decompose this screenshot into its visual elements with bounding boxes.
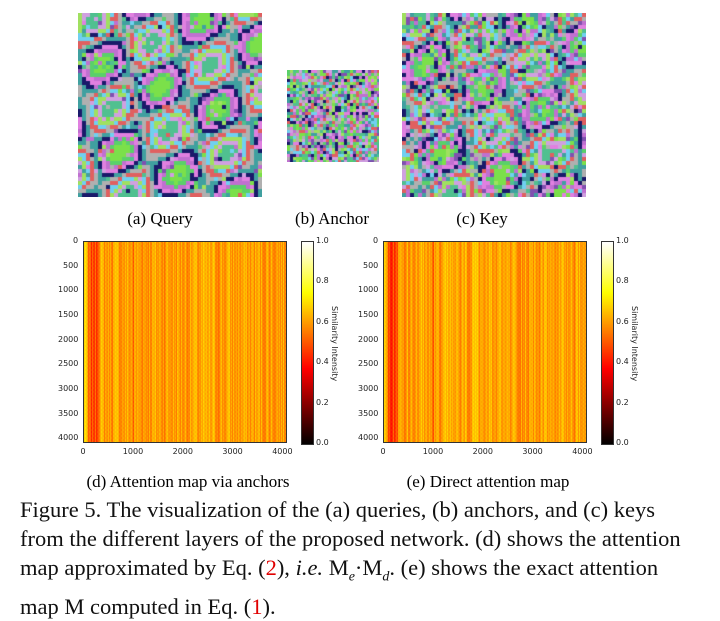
y-tick-label: 3000 xyxy=(358,383,379,393)
x-tick-label: 1000 xyxy=(422,447,444,456)
x-tick-label: 4000 xyxy=(572,447,593,456)
subcaption-a: (a) Query xyxy=(127,209,193,228)
x-tick-label: 1000 xyxy=(122,447,144,456)
y-tick-label: 500 xyxy=(363,260,379,270)
y-tick-label: 2000 xyxy=(58,334,79,344)
colorbar xyxy=(601,241,614,445)
y-tick-label: 0 xyxy=(373,236,379,245)
colorbar-tick-label: 0.0 xyxy=(316,438,329,447)
y-tick-label: 3500 xyxy=(358,408,379,418)
eq-ref-1[interactable]: 1 xyxy=(251,593,263,619)
subcaption-c: (c) Key xyxy=(456,209,508,228)
subcaption-b: (b) Anchor xyxy=(294,209,370,228)
y-tick-label: 1500 xyxy=(358,309,379,319)
y-tick-label: 2500 xyxy=(358,359,379,369)
plot-frame xyxy=(83,241,287,443)
y-tick-label: 1000 xyxy=(358,285,379,295)
y-tick-label: 500 xyxy=(63,260,79,270)
x-tick-label: 4000 xyxy=(272,447,293,456)
y-tick-label: 2500 xyxy=(58,359,79,369)
x-tick-label: 3000 xyxy=(222,447,243,456)
colorbar-tick-label: 0.0 xyxy=(616,438,629,447)
y-tick-label: 3500 xyxy=(58,408,79,418)
x-tick-label: 0 xyxy=(80,447,86,456)
query-image xyxy=(78,13,262,197)
figure-caption: Figure 5. The visualization of the (a) q… xyxy=(20,497,681,619)
y-tick-label: 1500 xyxy=(58,309,79,319)
eq-ref-2[interactable]: 2 xyxy=(265,555,277,580)
colorbar-label: Similarity Intensity xyxy=(630,306,639,382)
x-tick-label: 2000 xyxy=(172,447,193,456)
heatmap-cells xyxy=(83,241,287,443)
y-tick-label: 2000 xyxy=(358,334,379,344)
colorbar-tick-label: 0.2 xyxy=(316,397,329,407)
colorbar-tick-label: 0.4 xyxy=(316,357,329,367)
x-tick-label: 3000 xyxy=(522,447,543,456)
heatmap-cells xyxy=(383,241,587,443)
colorbar-tick-label: 0.8 xyxy=(616,276,629,286)
plot-frame xyxy=(383,241,587,443)
y-tick-label: 1000 xyxy=(58,285,79,295)
x-tick-label: 0 xyxy=(380,447,386,456)
colorbar-tick-label: 0.4 xyxy=(616,357,629,367)
colorbar-tick-label: 0.2 xyxy=(616,397,629,407)
colorbar-tick-label: 0.6 xyxy=(316,316,329,326)
colorbar-label: Similarity Intensity xyxy=(330,306,339,382)
y-tick-label: 4000 xyxy=(358,433,379,443)
y-tick-label: 3000 xyxy=(58,383,79,393)
colorbar-tick-label: 0.6 xyxy=(616,316,629,326)
x-tick-label: 2000 xyxy=(472,447,493,456)
key-image xyxy=(402,13,586,197)
colorbar-tick-label: 1.0 xyxy=(616,236,629,245)
subcaption-d: (d) Attention map via anchors xyxy=(86,472,290,491)
y-tick-label: 4000 xyxy=(58,433,79,443)
colorbar-tick-label: 1.0 xyxy=(316,236,329,245)
subcaption-e: (e) Direct attention map xyxy=(406,472,570,491)
y-tick-label: 0 xyxy=(73,236,79,245)
anchor-image xyxy=(287,70,379,162)
colorbar-tick-label: 0.8 xyxy=(316,276,329,286)
colorbar xyxy=(301,241,314,445)
